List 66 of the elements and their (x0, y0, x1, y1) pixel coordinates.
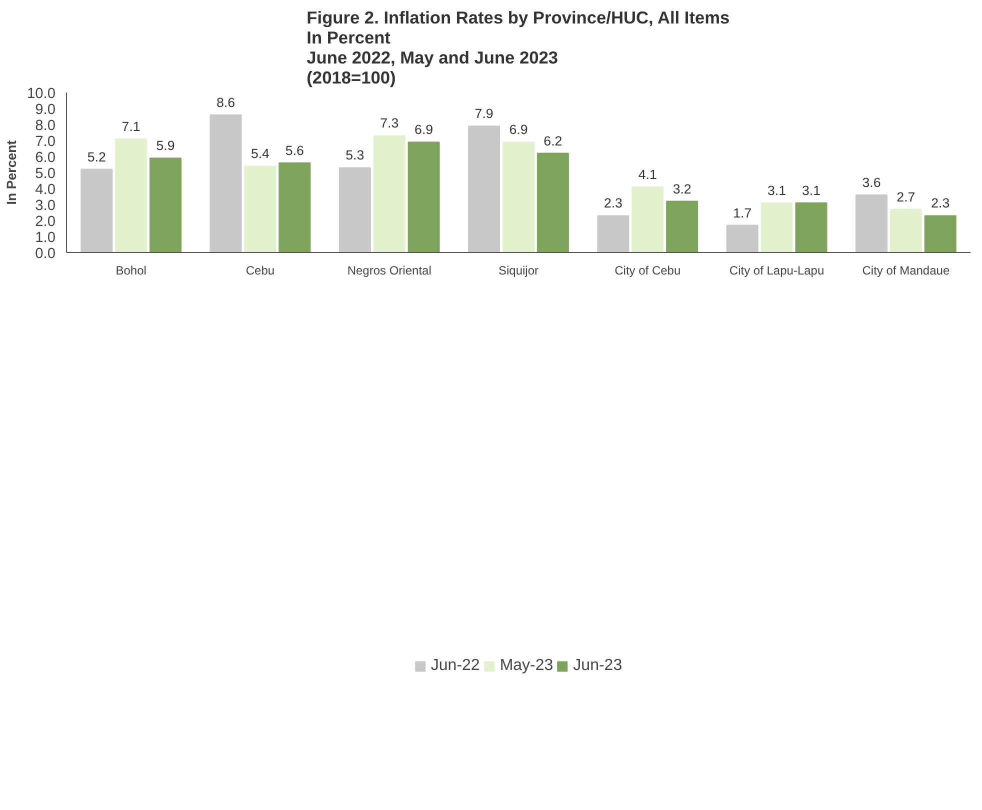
chart-subtitle: In Percent June 2022, May and June 2023 (2018=100) (306, 28, 558, 88)
x-tick-label: City of Lapu-Lapu (729, 264, 824, 278)
y-tick-label: 0.0 (35, 246, 56, 262)
data-label: 6.9 (414, 122, 434, 138)
bar (468, 126, 500, 252)
x-tick-label: Cebu (246, 264, 275, 278)
data-label: 3.2 (672, 181, 692, 196)
data-label: 3.6 (862, 174, 881, 190)
data-label: 6.2 (544, 133, 562, 148)
y-tick-label: 10.0 (26, 86, 56, 102)
bar (632, 186, 664, 252)
legend-label: Jun-23 (573, 656, 622, 674)
bar (408, 142, 440, 252)
x-tick-label: Bohol (116, 264, 146, 278)
bar (338, 167, 371, 252)
legend-label: May-23 (500, 656, 554, 674)
bar (666, 200, 698, 252)
data-label: 5.9 (156, 138, 175, 154)
data-label: 5.6 (285, 142, 304, 158)
data-label: 6.9 (509, 122, 528, 138)
bar (726, 224, 758, 252)
data-label: 7.9 (474, 106, 494, 122)
x-tick-label: Negros Oriental (347, 264, 432, 278)
y-tick-label: 1.0 (35, 230, 56, 246)
x-tick-label: Siquijor (498, 264, 539, 278)
data-label: 5.3 (346, 148, 364, 163)
y-tick-label: 4.0 (35, 182, 56, 198)
y-tick-label: 6.0 (35, 150, 56, 166)
bar (278, 162, 311, 252)
data-label: 1.7 (733, 205, 752, 220)
data-label: 2.7 (896, 189, 916, 204)
y-tick-label: 2.0 (35, 214, 56, 230)
bar (536, 152, 569, 252)
data-label: 3.1 (768, 182, 786, 198)
y-tick-label: 3.0 (35, 198, 56, 214)
bar (210, 114, 242, 252)
bar (597, 215, 630, 252)
bar (373, 135, 406, 252)
data-label: 8.6 (216, 94, 236, 110)
bar (890, 208, 922, 252)
bar (244, 166, 276, 252)
data-label: 2.3 (604, 196, 622, 211)
chart-title: Figure 2. Inflation Rates by Province/HUC, All Items (306, 8, 730, 28)
data-label: 2.3 (931, 196, 950, 211)
y-tick-label: 8.0 (35, 118, 56, 134)
bar (502, 142, 534, 252)
data-label: 5.4 (250, 146, 270, 162)
y-tick-label: 9.0 (35, 102, 56, 118)
bar (855, 194, 888, 252)
bar (115, 138, 148, 252)
legend-label: Jun-22 (430, 656, 480, 674)
y-axis-title: In Percent (4, 140, 19, 205)
data-label: 3.1 (802, 182, 820, 198)
bar (924, 215, 956, 252)
x-tick-label: City of Mandaue (862, 264, 950, 278)
bar (795, 202, 828, 252)
data-label: 5.2 (87, 149, 106, 164)
data-label: 7.3 (380, 116, 399, 131)
bar (80, 168, 113, 252)
y-tick-label: 5.0 (35, 166, 56, 182)
y-tick-label: 7.0 (35, 134, 56, 150)
data-label: 7.1 (122, 118, 140, 134)
data-label: 4.1 (638, 166, 657, 182)
bar (150, 158, 182, 252)
x-tick-label: City of Cebu (614, 264, 681, 278)
bar (760, 202, 793, 252)
